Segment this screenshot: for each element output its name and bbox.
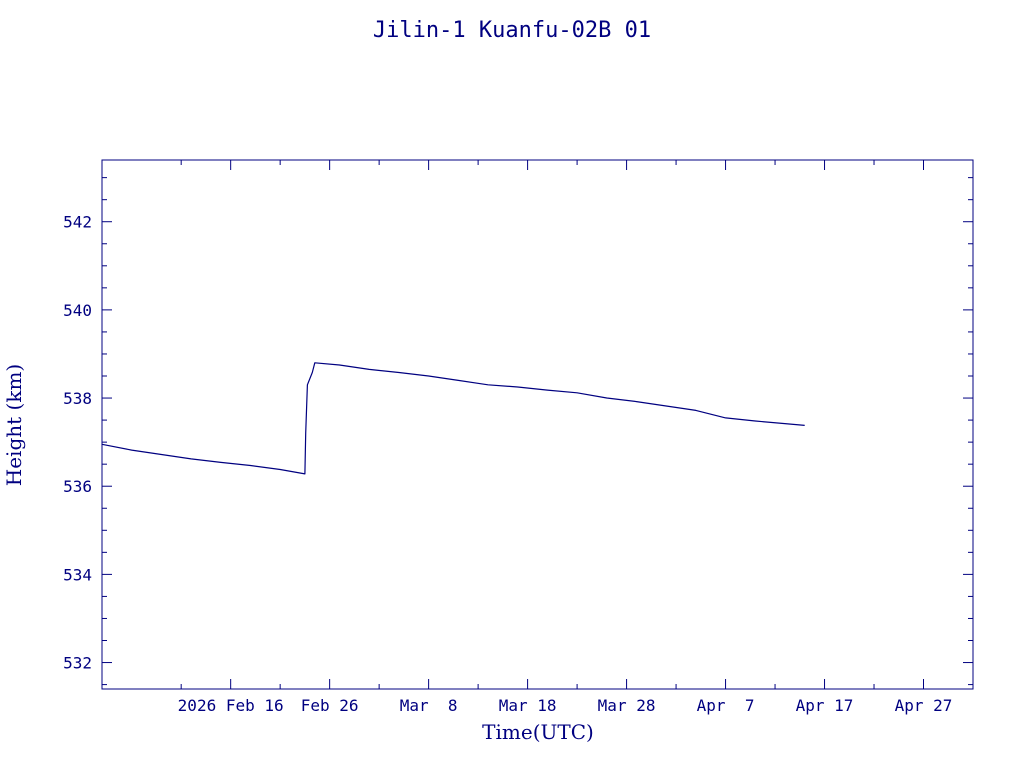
- y-tick-label-2: 536: [63, 477, 92, 496]
- y-tick-label-3: 538: [63, 389, 92, 408]
- y-tick-label-1: 534: [63, 565, 92, 584]
- x-axis-ticks: 2026 Feb 16 Feb 26 Mar 8 Mar 18 Mar 28 Apr 7 A…: [178, 160, 953, 715]
- x-tick-label-5: Apr 7: [697, 696, 755, 715]
- y-axis-ticks: 532 534 536 538 540 542: [63, 213, 973, 673]
- x-tick-label-0: 2026 Feb 16: [178, 696, 284, 715]
- x-tick-label-3: Mar 18: [499, 696, 557, 715]
- x-axis-label: Time(UTC): [482, 720, 594, 744]
- x-tick-label-1: Feb 26: [301, 696, 359, 715]
- y-tick-label-5: 542: [63, 213, 92, 232]
- x-tick-label-7: Apr 27: [895, 696, 953, 715]
- y-tick-label-4: 540: [63, 301, 92, 320]
- minor-ticks: [102, 160, 974, 689]
- plot-frame: [101, 159, 974, 690]
- x-tick-label-2: Mar 8: [400, 696, 458, 715]
- chart-title: Jilin-1 Kuanfu-02B 01: [373, 18, 651, 43]
- x-tick-label-4: Mar 28: [598, 696, 656, 715]
- x-tick-label-6: Apr 17: [796, 696, 854, 715]
- y-axis-label: Height (km): [2, 364, 26, 486]
- height-series-line: [101, 362, 805, 475]
- y-tick-label-0: 532: [63, 654, 92, 673]
